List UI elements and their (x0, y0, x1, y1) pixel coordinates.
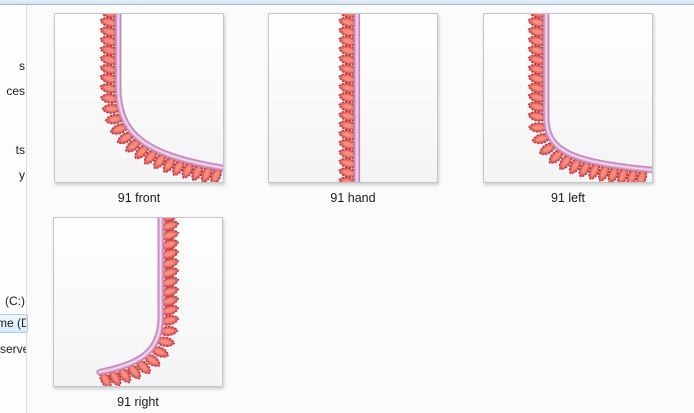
thumbnail-frame (54, 13, 224, 183)
file-label: 91 left (550, 191, 586, 205)
sidebar-item[interactable]: serve (0, 342, 27, 356)
thumbnail-frame (268, 13, 438, 183)
embroidery-thumbnail-image (338, 14, 361, 182)
file-label: 91 front (117, 191, 161, 205)
sidebar-item-drive-d-selected[interactable]: me (D (0, 314, 28, 333)
pane-divider[interactable] (26, 5, 27, 413)
thumbnail-frame (483, 13, 653, 183)
sidebar-item-drive-c[interactable]: (C:) (5, 294, 25, 308)
file-item-91-front[interactable]: 91 front (54, 13, 224, 205)
sidebar-item[interactable]: y (19, 168, 25, 182)
embroidery-thumbnail-image (527, 14, 652, 182)
embroidery-thumbnail-image (96, 218, 180, 386)
file-item-91-left[interactable]: 91 left (483, 13, 653, 205)
toolbar-bottom-edge (0, 0, 694, 5)
file-item-91-hand[interactable]: 91 hand (268, 13, 438, 205)
sidebar-item[interactable]: s (19, 59, 25, 73)
sidebar-item[interactable]: ces (6, 84, 25, 98)
embroidery-thumbnail-image (99, 14, 223, 182)
thumbnail-frame (53, 217, 223, 387)
file-item-91-right[interactable]: 91 right (53, 217, 223, 409)
navigation-pane: s ces ts y (C:) me (D serve (0, 5, 28, 413)
file-label: 91 right (117, 395, 159, 409)
file-label: 91 hand (330, 191, 376, 205)
sidebar-item[interactable]: ts (15, 143, 25, 157)
